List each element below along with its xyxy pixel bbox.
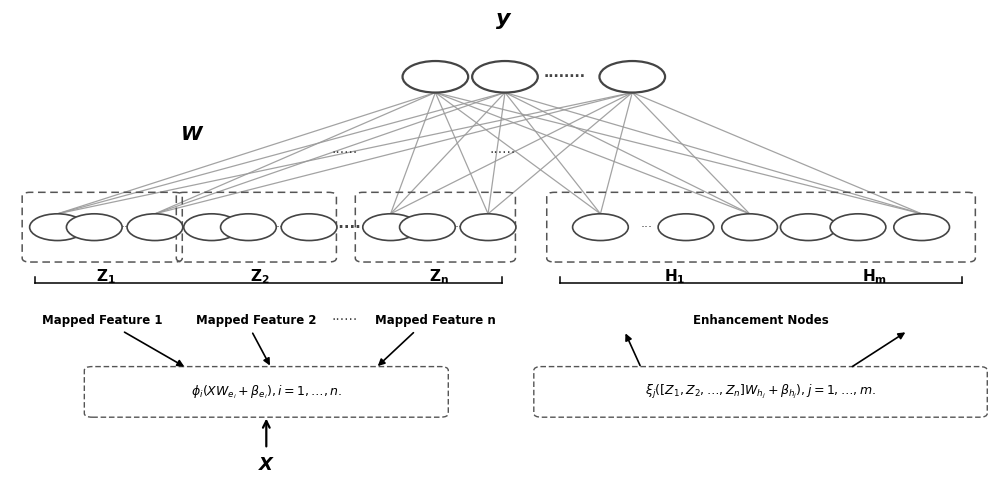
Circle shape: [66, 214, 122, 241]
Text: W: W: [181, 125, 202, 143]
Circle shape: [472, 61, 538, 93]
Text: Mapped Feature 2: Mapped Feature 2: [196, 314, 317, 327]
Text: $\phi_i(XW_{e_i} + \beta_{e_i}), i = 1, \ldots, n.$: $\phi_i(XW_{e_i} + \beta_{e_i}), i = 1, …: [191, 383, 342, 401]
Text: $\mathbf{Z_2}$: $\mathbf{Z_2}$: [250, 267, 270, 285]
Text: ···: ···: [454, 221, 466, 234]
Circle shape: [363, 214, 418, 241]
Circle shape: [127, 214, 183, 241]
Text: $\mathbf{H_1}$: $\mathbf{H_1}$: [664, 267, 686, 285]
Text: ···: ···: [640, 221, 652, 234]
Circle shape: [184, 214, 239, 241]
Text: Enhancement Nodes: Enhancement Nodes: [693, 314, 829, 327]
Text: Mapped Feature 1: Mapped Feature 1: [42, 314, 162, 327]
Text: ······: ······: [332, 313, 358, 327]
Text: ······: ······: [328, 220, 362, 235]
Text: $\mathbf{Z_n}$: $\mathbf{Z_n}$: [429, 267, 449, 285]
Text: Mapped Feature n: Mapped Feature n: [375, 314, 496, 327]
Text: ········: ········: [544, 70, 586, 84]
Circle shape: [400, 214, 455, 241]
Circle shape: [281, 214, 337, 241]
Circle shape: [894, 214, 949, 241]
Text: y: y: [496, 10, 510, 29]
Text: ·········: ·········: [831, 221, 867, 234]
Text: ······: ······: [332, 146, 358, 160]
Circle shape: [30, 214, 85, 241]
Text: ···: ···: [275, 221, 287, 234]
Circle shape: [722, 214, 777, 241]
Circle shape: [780, 214, 836, 241]
Circle shape: [460, 214, 516, 241]
Circle shape: [403, 61, 468, 93]
Text: $\xi_j([Z_1, Z_2, \ldots, Z_n]W_{h_j} + \beta_{h_j}), j = 1, \ldots, m.$: $\xi_j([Z_1, Z_2, \ldots, Z_n]W_{h_j} + …: [645, 383, 876, 401]
Text: X: X: [259, 456, 273, 474]
Text: $\mathbf{Z_1}$: $\mathbf{Z_1}$: [96, 267, 116, 285]
Text: ······: ······: [490, 146, 516, 160]
Circle shape: [658, 214, 714, 241]
Circle shape: [221, 214, 276, 241]
Circle shape: [573, 214, 628, 241]
Text: ···: ···: [845, 221, 857, 234]
Circle shape: [830, 214, 886, 241]
Circle shape: [599, 61, 665, 93]
Text: ···: ···: [121, 221, 133, 234]
Text: $\mathbf{H_m}$: $\mathbf{H_m}$: [862, 267, 887, 285]
